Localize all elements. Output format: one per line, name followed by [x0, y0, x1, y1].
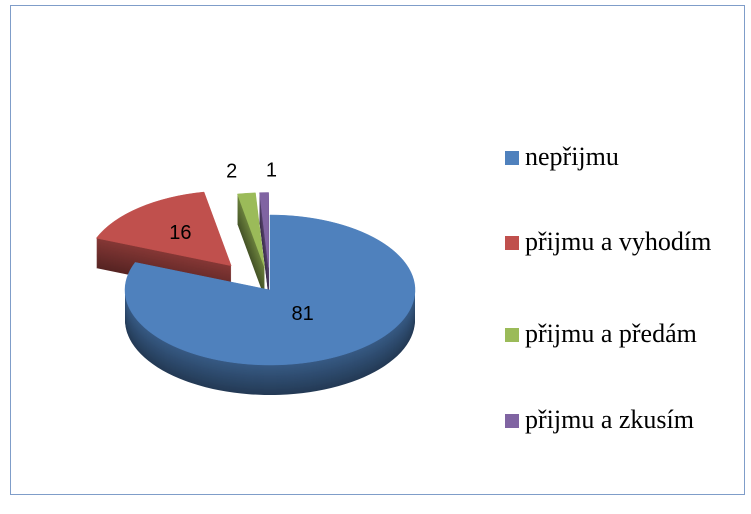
legend-label: nepřijmu: [525, 142, 619, 171]
slice-side: [237, 218, 265, 294]
legend-entry: přijmu a předám: [505, 317, 743, 351]
slice-side: [237, 217, 265, 293]
slice-side: [237, 200, 265, 276]
legend-label: přijmu a vyhodím: [525, 227, 712, 256]
slice: [237, 192, 265, 268]
slice-side: [237, 204, 265, 280]
slice-side: [237, 206, 265, 282]
slice-side: [237, 203, 265, 279]
legend-swatch: [505, 414, 519, 428]
slice-side: [237, 215, 265, 291]
slice-side: [237, 214, 265, 290]
slice-side: [237, 198, 265, 274]
legend-entry: nepřijmu: [505, 140, 743, 174]
slice-side: [237, 202, 265, 278]
slice: [124, 214, 416, 366]
legend-entry: přijmu a vyhodím: [505, 225, 743, 259]
slice-side: [237, 211, 265, 287]
slice-side: [237, 195, 265, 271]
slice-side: [237, 221, 265, 297]
slice-side: [237, 212, 265, 288]
slice-side: [237, 219, 265, 295]
slice-side: [237, 196, 265, 272]
slice-side: [237, 201, 265, 277]
legend-swatch: [505, 236, 519, 250]
slice-side: [237, 209, 265, 285]
legend-swatch: [505, 151, 519, 165]
slice-side: [237, 222, 265, 298]
legend-swatch: [505, 328, 519, 342]
data-label: 16: [169, 222, 191, 244]
slice-side: [237, 216, 265, 292]
slice-side: [237, 210, 265, 286]
slice: [95, 191, 232, 267]
slice-side: [237, 208, 265, 284]
slice-side: [237, 194, 265, 270]
legend-label: přijmu a zkusím: [525, 405, 694, 434]
slice-side: [237, 207, 265, 283]
legend-entry: přijmu a zkusím: [505, 403, 743, 437]
slice-side: [237, 197, 265, 273]
slice-side: [237, 199, 265, 275]
data-label: 1: [266, 160, 277, 182]
slice-side: [237, 213, 265, 289]
data-label: 2: [226, 160, 237, 182]
chart-border: [10, 5, 745, 495]
slice-side: [237, 205, 265, 281]
slice-side: [237, 220, 265, 296]
slice: [259, 192, 269, 268]
legend-label: přijmu a předám: [525, 319, 697, 348]
data-label: 81: [291, 303, 313, 325]
